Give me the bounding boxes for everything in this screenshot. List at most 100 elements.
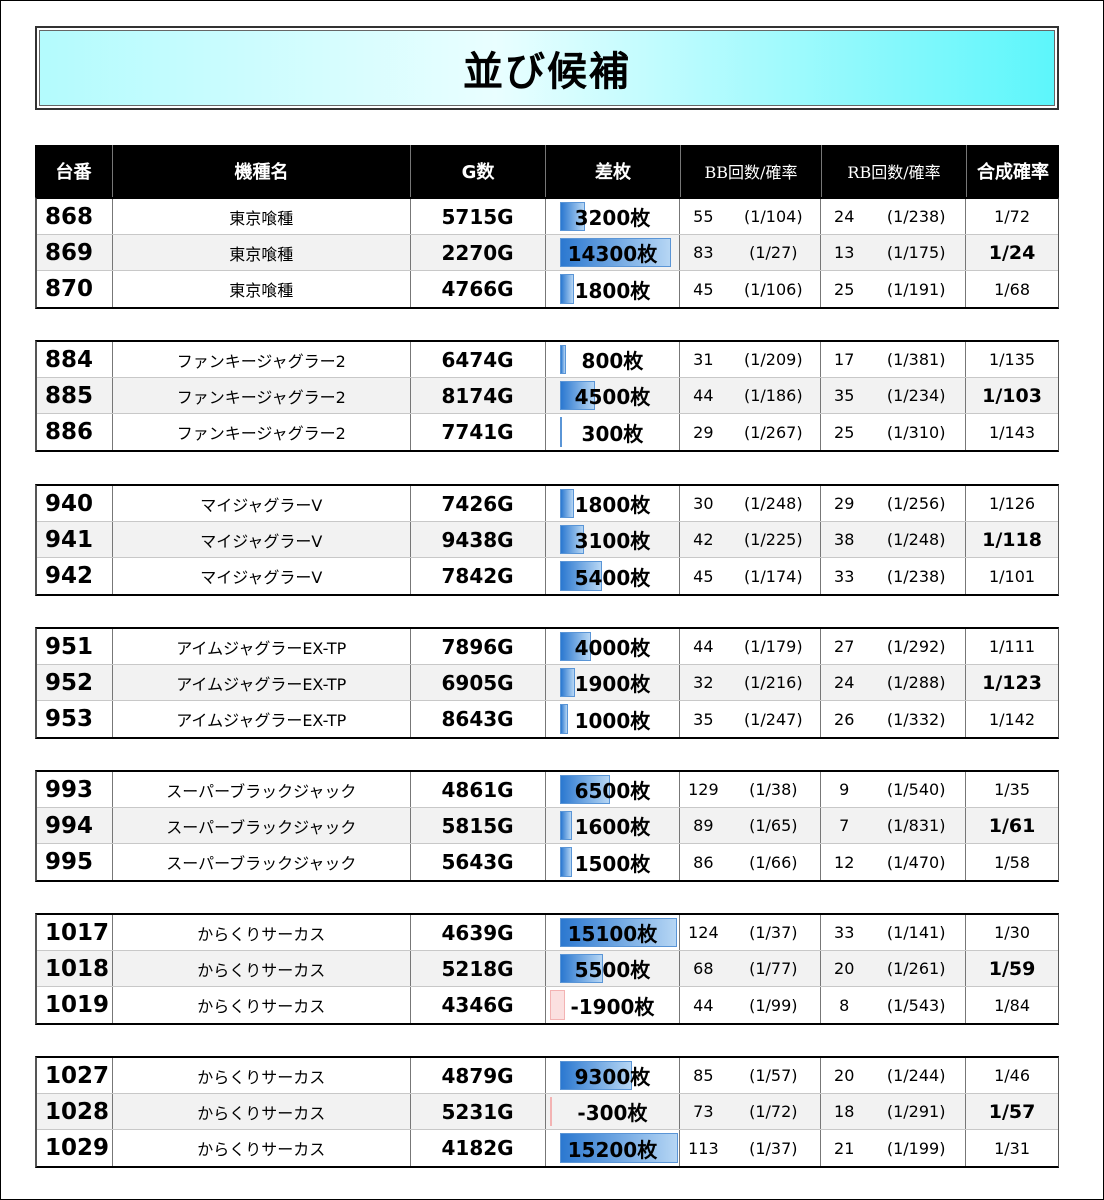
game-count: 4766G xyxy=(411,271,546,307)
coin-difference-cell: 1500枚 xyxy=(546,844,681,880)
bb-cell: 31 (1/209) xyxy=(680,342,822,377)
bb-cell: 30 (1/248) xyxy=(680,486,822,521)
bb-count: 68 xyxy=(693,959,714,978)
rb-probability: (1/256) xyxy=(886,494,946,513)
bb-cell: 89 (1/65) xyxy=(680,808,822,843)
coin-difference-cell: 4500枚 xyxy=(546,378,681,413)
coin-difference-cell: 1000枚 xyxy=(546,701,681,737)
rb-cell: 21 (1/199) xyxy=(821,1130,967,1166)
bb-count: 29 xyxy=(693,422,714,442)
bb-probability: (1/77) xyxy=(749,959,798,978)
combined-probability: 1/103 xyxy=(982,384,1042,407)
coin-difference-cell: 1900枚 xyxy=(546,665,681,700)
coin-difference-bar xyxy=(559,202,585,231)
coin-difference-bar xyxy=(559,954,603,983)
table-row: 1018 からくりサーカス 5218G 5500枚 68 (1/77) 20 (1/261) 1… xyxy=(37,951,1058,987)
rb-probability: (1/540) xyxy=(886,780,946,799)
bb-count: 31 xyxy=(693,350,714,369)
bb-count: 89 xyxy=(693,816,714,835)
bb-count: 113 xyxy=(688,1138,719,1158)
bb-count: 55 xyxy=(693,207,714,226)
game-count: 5643G xyxy=(411,844,546,880)
model-name: アイムジャグラーEX-TP xyxy=(113,665,411,700)
rb-cell: 20 (1/244) xyxy=(821,1058,967,1093)
game-count: 8643G xyxy=(411,701,546,737)
model-name: アイムジャグラーEX-TP xyxy=(113,629,411,664)
model-name: ファンキージャグラー2 xyxy=(113,414,411,450)
model-name: 東京喰種 xyxy=(113,271,411,307)
rb-cell: 33 (1/141) xyxy=(821,915,967,950)
coin-difference: 300枚 xyxy=(581,421,644,446)
bb-count: 30 xyxy=(693,494,714,513)
rb-cell: 17 (1/381) xyxy=(821,342,967,377)
combined-probability: 1/135 xyxy=(988,350,1036,369)
model-name: ファンキージャグラー2 xyxy=(113,378,411,413)
rb-probability: (1/175) xyxy=(886,243,946,262)
rb-probability: (1/292) xyxy=(886,637,946,656)
rb-probability: (1/261) xyxy=(886,959,946,978)
machine-number: 886 xyxy=(37,414,113,450)
bb-cell: 44 (1/179) xyxy=(680,629,822,664)
bb-count: 85 xyxy=(693,1066,714,1085)
machine-group: 1027 からくりサーカス 4879G 9300枚 85 (1/57) 20 (1/244) 1… xyxy=(35,1056,1059,1168)
page-title: 並び候補 xyxy=(463,49,631,95)
bb-count: 45 xyxy=(693,279,714,299)
rb-count: 20 xyxy=(834,959,855,978)
rb-cell: 13 (1/175) xyxy=(821,235,967,270)
coin-difference-bar xyxy=(559,775,610,804)
game-count: 4182G xyxy=(411,1130,546,1166)
coin-difference-cell: 15200枚 xyxy=(546,1130,681,1166)
rb-probability: (1/291) xyxy=(886,1102,946,1121)
bb-count: 124 xyxy=(688,923,719,942)
table-row: 1027 からくりサーカス 4879G 9300枚 85 (1/57) 20 (1/244) 1… xyxy=(37,1058,1058,1094)
coin-difference-cell: 300枚 xyxy=(546,414,681,450)
machine-number: 940 xyxy=(37,486,113,521)
rb-cell: 35 (1/234) xyxy=(821,378,967,413)
rb-cell: 9 (1/540) xyxy=(821,772,967,807)
rb-probability: (1/238) xyxy=(886,207,946,226)
rb-count: 26 xyxy=(834,709,855,729)
machine-number: 868 xyxy=(37,199,113,234)
rb-cell: 27 (1/292) xyxy=(821,629,967,664)
coin-difference: 14300枚 xyxy=(567,242,658,266)
bb-count: 129 xyxy=(688,780,719,799)
model-name: からくりサーカス xyxy=(113,1094,411,1129)
coin-difference-cell: -1900枚 xyxy=(546,987,681,1023)
rb-count: 25 xyxy=(834,422,855,442)
rb-count: 25 xyxy=(834,279,855,299)
rb-probability: (1/470) xyxy=(886,852,946,872)
combined-probability: 1/143 xyxy=(988,422,1036,442)
table-row: 952 アイムジャグラーEX-TP 6905G 1900枚 32 (1/216) 24 (1/… xyxy=(37,665,1058,701)
machine-group: 940 マイジャグラーV 7426G 1800枚 30 (1/248) 29 (1/256) 1… xyxy=(35,484,1059,596)
coin-difference-bar xyxy=(559,918,677,947)
combined-probability: 1/58 xyxy=(994,852,1030,872)
rb-cell: 12 (1/470) xyxy=(821,844,967,880)
model-name: ファンキージャグラー2 xyxy=(113,342,411,377)
bb-probability: (1/65) xyxy=(749,816,798,835)
bb-probability: (1/248) xyxy=(743,494,803,513)
game-count: 7896G xyxy=(411,629,546,664)
coin-difference-cell: 4000枚 xyxy=(546,629,681,664)
machine-number: 941 xyxy=(37,522,113,557)
machine-group: 1017 からくりサーカス 4639G 15100枚 124 (1/37) 33 (1/141… xyxy=(35,913,1059,1025)
rb-probability: (1/381) xyxy=(886,350,946,369)
coin-difference-cell: -300枚 xyxy=(546,1094,681,1129)
coin-difference-bar xyxy=(549,990,565,1020)
combined-probability: 1/35 xyxy=(994,780,1030,799)
header-machine-number: 台番 xyxy=(35,145,113,197)
coin-difference: -300枚 xyxy=(577,1101,648,1125)
model-name: マイジャグラーV xyxy=(113,522,411,557)
bb-probability: (1/179) xyxy=(743,637,803,656)
coin-difference: 800枚 xyxy=(581,349,644,373)
rb-count: 29 xyxy=(834,494,855,513)
header-game-count: G数 xyxy=(411,145,546,197)
machine-number: 884 xyxy=(37,342,113,377)
coin-difference-cell: 14300枚 xyxy=(546,235,681,270)
bb-cell: 124 (1/37) xyxy=(680,915,822,950)
coin-difference-bar xyxy=(559,561,602,591)
machine-number: 993 xyxy=(37,772,113,807)
table-row: 886 ファンキージャグラー2 7741G 300枚 29 (1/267) 25 (1/310… xyxy=(37,414,1058,450)
header-combined-probability: 合成確率 xyxy=(977,162,1049,183)
combined-probability: 1/84 xyxy=(994,995,1030,1015)
coin-difference-cell: 1800枚 xyxy=(546,271,681,307)
